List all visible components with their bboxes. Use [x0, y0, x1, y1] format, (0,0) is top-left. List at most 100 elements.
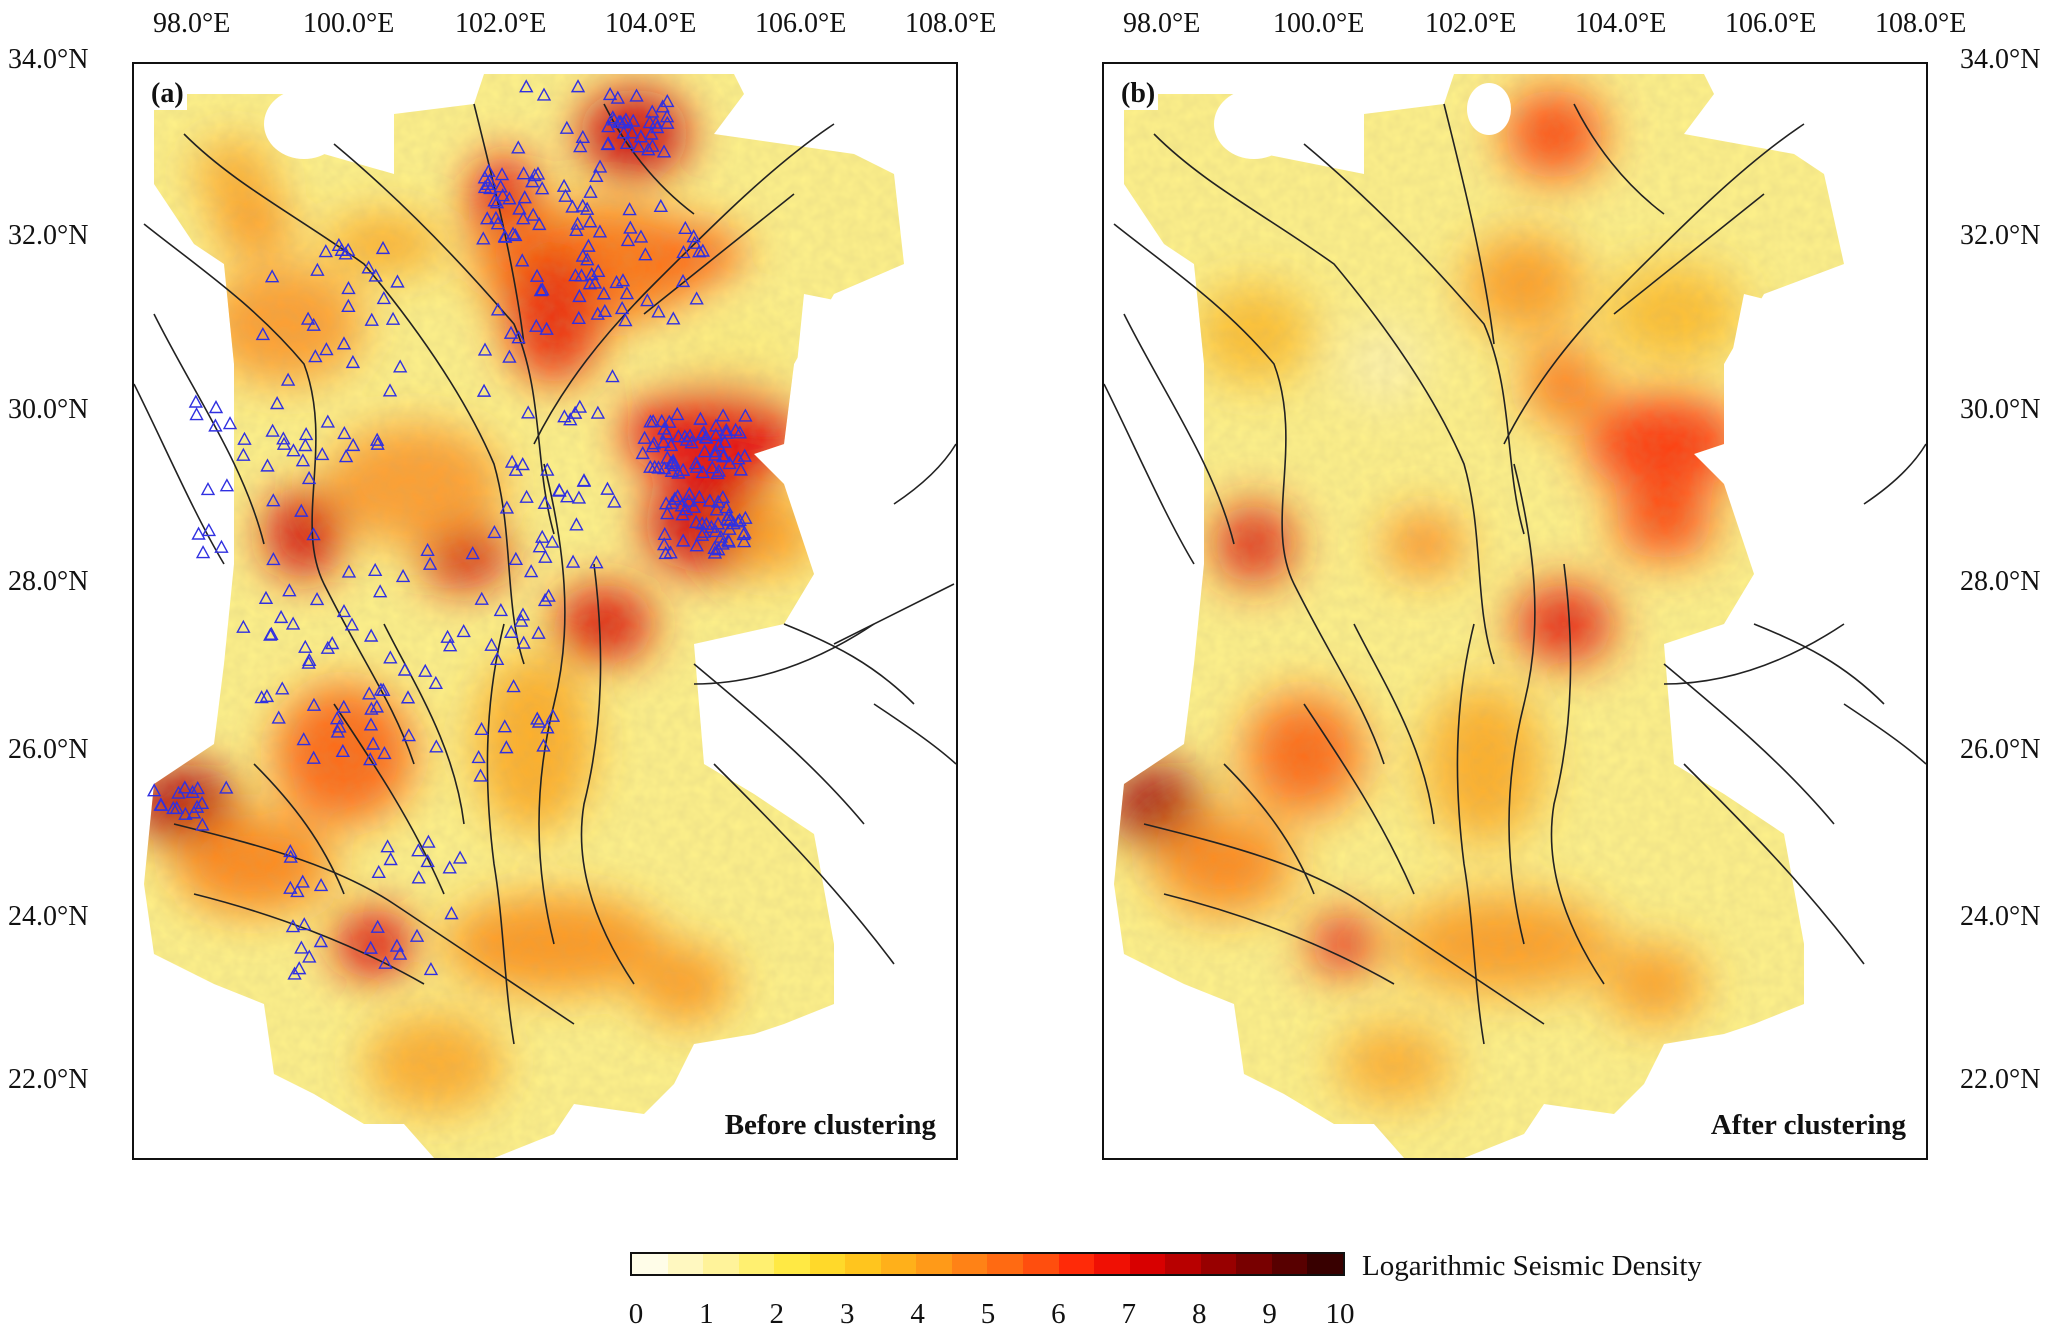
- colorbar-title: Logarithmic Seismic Density: [1362, 1250, 1702, 1282]
- station-marker-icon: [189, 407, 204, 421]
- station-marker-icon: [657, 461, 672, 475]
- colorbar-swatch: [1129, 1254, 1166, 1274]
- station-marker-icon: [420, 854, 435, 868]
- station-marker-icon: [699, 430, 714, 444]
- station-marker-icon: [659, 109, 675, 123]
- station-marker-icon: [222, 416, 238, 430]
- panel-tag-a: (a): [148, 78, 187, 111]
- station-marker-icon: [190, 780, 205, 795]
- map-panel-after-clustering: (b) After clustering: [1102, 62, 1928, 1160]
- station-marker-icon: [533, 283, 549, 297]
- station-marker-icon: [545, 534, 560, 548]
- station-marker-icon: [728, 422, 743, 436]
- station-marker-icon: [273, 609, 289, 624]
- station-marker-icon: [629, 88, 644, 102]
- station-marker-icon: [587, 275, 603, 289]
- station-marker-icon: [540, 462, 555, 476]
- station-marker-icon: [638, 247, 653, 261]
- station-marker-icon: [707, 447, 723, 461]
- station-marker-icon: [487, 524, 502, 539]
- station-marker-icon: [611, 114, 627, 128]
- station-marker-icon: [676, 533, 691, 547]
- station-marker-icon: [200, 481, 216, 496]
- station-marker-icon: [258, 590, 274, 604]
- station-marker-icon: [631, 139, 646, 153]
- colorbar-swatch: [703, 1254, 739, 1274]
- station-marker-icon: [670, 407, 685, 421]
- station-marker-icon: [697, 444, 712, 458]
- station-marker-icon: [465, 546, 480, 560]
- panel-tag-b: (b): [1118, 78, 1159, 111]
- station-marker-icon: [294, 503, 309, 517]
- station-marker-icon: [341, 281, 356, 295]
- station-marker-icon: [476, 383, 492, 397]
- station-marker-icon: [738, 408, 753, 422]
- station-marker-icon: [363, 752, 378, 766]
- station-marker-icon: [282, 583, 297, 597]
- station-marker-icon: [383, 650, 398, 664]
- station-marker-icon: [681, 493, 696, 507]
- colorbar-tick: 1: [699, 1298, 714, 1330]
- station-marker-icon: [302, 652, 317, 667]
- station-marker-icon: [654, 413, 669, 428]
- colorbar-swatch: [1094, 1254, 1130, 1274]
- station-marker-icon: [341, 564, 357, 578]
- station-marker-icon: [219, 478, 235, 492]
- station-marker-icon: [276, 431, 291, 445]
- station-marker-icon: [370, 919, 385, 933]
- station-marker-icon: [400, 690, 416, 704]
- colorbar-tick: 0: [628, 1298, 644, 1330]
- colorbar-tick: 2: [769, 1298, 785, 1330]
- station-marker-icon: [264, 269, 280, 283]
- station-marker-icon: [708, 523, 723, 538]
- station-marker-icon: [146, 783, 162, 797]
- station-marker-icon: [265, 423, 280, 437]
- station-marker-icon: [707, 545, 723, 559]
- station-marker-icon: [474, 591, 489, 605]
- station-marker-icon: [677, 429, 693, 443]
- station-marker-icon: [615, 273, 631, 287]
- station-marker-icon: [687, 235, 702, 249]
- station-marker-icon: [715, 408, 731, 422]
- colorbar-swatch: [1271, 1254, 1308, 1274]
- station-marker-icon: [563, 412, 578, 426]
- station-marker-icon: [618, 112, 634, 126]
- station-marker-icon: [716, 448, 731, 462]
- station-marker-icon: [575, 129, 591, 144]
- station-marker-icon: [375, 240, 391, 255]
- station-marker-icon: [614, 300, 630, 315]
- station-marker-icon: [576, 473, 592, 487]
- station-marker-icon: [645, 413, 661, 428]
- station-marker-icon: [367, 562, 383, 577]
- station-marker-icon: [385, 311, 401, 325]
- station-marker-icon: [605, 110, 621, 124]
- station-marker-icon: [313, 934, 329, 948]
- station-marker-icon: [717, 434, 732, 448]
- station-marker-icon: [670, 489, 685, 503]
- station-marker-icon: [409, 928, 425, 942]
- station-marker-icon: [286, 443, 301, 457]
- station-marker-icon: [363, 940, 378, 954]
- station-marker-icon: [519, 79, 534, 93]
- station-marker-icon: [526, 207, 541, 221]
- station-marker-icon: [440, 629, 455, 643]
- station-marker-icon: [623, 220, 638, 234]
- station-marker-icon: [633, 229, 649, 243]
- station-marker-icon: [570, 216, 585, 230]
- station-marker-icon: [335, 743, 351, 758]
- station-marker-icon: [519, 489, 534, 503]
- station-marker-icon: [297, 917, 312, 931]
- colorbar-tick: 10: [1325, 1298, 1355, 1330]
- station-marker-icon: [476, 231, 491, 245]
- station-marker-icon: [663, 455, 679, 470]
- station-marker-icon: [618, 313, 633, 327]
- station-marker-icon: [310, 262, 325, 276]
- station-marker-icon: [660, 115, 675, 129]
- lon-tick: 100.0°E: [303, 8, 395, 39]
- station-marker-icon: [185, 784, 200, 799]
- station-marker-icon: [581, 238, 596, 252]
- station-marker-icon: [688, 456, 704, 470]
- station-marker-icon: [390, 274, 405, 288]
- station-marker-icon: [336, 336, 352, 350]
- station-marker-icon: [644, 126, 659, 140]
